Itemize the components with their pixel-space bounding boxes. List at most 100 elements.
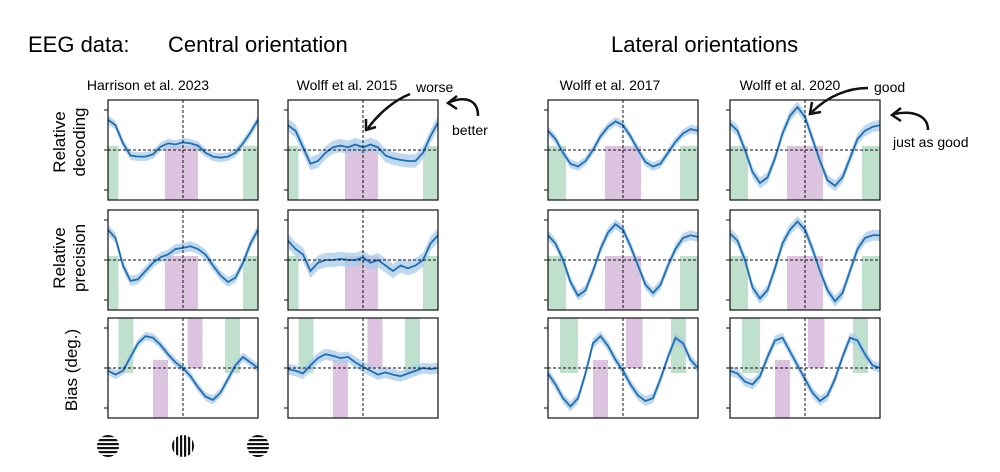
ci-band bbox=[730, 216, 880, 307]
annotation-good: good bbox=[874, 79, 905, 95]
ci-band bbox=[108, 115, 258, 163]
stripe bbox=[247, 443, 269, 446]
stimulus-disc bbox=[247, 435, 269, 457]
stripe bbox=[97, 435, 119, 438]
stimulus-icons bbox=[97, 435, 269, 457]
stripe bbox=[172, 435, 175, 457]
stripe bbox=[247, 455, 269, 457]
ci-band bbox=[548, 219, 698, 301]
row-label-bias: Bias (deg.) bbox=[62, 329, 81, 411]
arrow-good bbox=[811, 86, 869, 113]
green-shade-1 bbox=[862, 256, 880, 310]
stripe bbox=[180, 435, 183, 457]
green-shade-1 bbox=[862, 146, 880, 200]
purple-shade-0 bbox=[345, 146, 378, 200]
stimulus-stripes bbox=[247, 435, 269, 457]
vertical-grating-icon-1 bbox=[172, 435, 194, 457]
green-shade-0 bbox=[742, 318, 760, 373]
panel-title-wolff-2017: Wolff et al. 2017 bbox=[560, 77, 661, 93]
stripe bbox=[192, 435, 194, 457]
stimulus-disc bbox=[172, 435, 194, 457]
stimulus-stripes bbox=[97, 435, 119, 457]
green-shade-1 bbox=[423, 146, 438, 200]
green-shade-0 bbox=[730, 256, 748, 310]
arrow-better bbox=[449, 98, 480, 117]
stripe bbox=[97, 439, 119, 442]
panel-title-harrison-2023: Harrison et al. 2023 bbox=[87, 77, 209, 93]
row-label-precision-line2: precision bbox=[70, 224, 89, 292]
stripe bbox=[247, 447, 269, 450]
arrow-just-as-good-head bbox=[889, 107, 902, 123]
panel-title-wolff-2020: Wolff et al. 2020 bbox=[740, 77, 841, 93]
panel-1-precision bbox=[284, 209, 439, 311]
green-shade-0 bbox=[730, 146, 748, 200]
stripe bbox=[247, 439, 269, 442]
panel-1-bias bbox=[284, 317, 439, 419]
central-orientation-title: Central orientation bbox=[168, 32, 348, 57]
arrow-good-head bbox=[808, 101, 822, 116]
panel-0-bias bbox=[104, 317, 259, 419]
chart-panels bbox=[104, 99, 881, 419]
ci-band bbox=[548, 117, 698, 171]
green-shade-1 bbox=[671, 318, 686, 373]
stripe bbox=[247, 451, 269, 454]
panel-3-bias bbox=[726, 317, 881, 419]
green-shade-0 bbox=[288, 146, 299, 200]
stripe bbox=[97, 447, 119, 450]
purple-shade-0 bbox=[165, 146, 198, 200]
row-label-decoding: Relative decoding bbox=[50, 107, 89, 176]
annotation-better: better bbox=[452, 122, 488, 138]
eeg-data-label: EEG data: bbox=[28, 32, 130, 57]
green-shade-1 bbox=[225, 318, 240, 373]
panel-title-wolff-2015: Wolff et al. 2015 bbox=[297, 77, 398, 93]
panel-3-decoding bbox=[726, 99, 881, 201]
green-shade-1 bbox=[405, 318, 420, 373]
stripe bbox=[188, 435, 191, 457]
purple-shade-1 bbox=[808, 318, 825, 368]
purple-shade-0 bbox=[165, 256, 198, 310]
arrow-better-head bbox=[445, 95, 458, 111]
panel-3-precision bbox=[726, 209, 881, 311]
green-shade-0 bbox=[298, 318, 314, 373]
stripe bbox=[97, 451, 119, 454]
purple-shade-0 bbox=[153, 360, 168, 418]
panel-2-precision bbox=[544, 209, 699, 311]
panel-2-decoding bbox=[544, 99, 699, 201]
panel-2-bias bbox=[544, 317, 699, 419]
horizontal-grating-icon-2 bbox=[247, 435, 269, 457]
purple-shade-0 bbox=[775, 360, 790, 418]
purple-shade-1 bbox=[626, 318, 643, 368]
row-label-decoding-line1: Relative bbox=[50, 111, 69, 172]
row-label-precision: Relative precision bbox=[50, 224, 89, 292]
stimulus-stripes bbox=[172, 435, 194, 457]
green-shade-0 bbox=[288, 256, 299, 310]
ci-band bbox=[288, 115, 438, 171]
purple-shade-1 bbox=[187, 318, 203, 368]
stripe bbox=[247, 435, 269, 438]
panel-0-precision bbox=[104, 209, 259, 311]
green-shade-0 bbox=[548, 146, 566, 200]
annotation-just-as-good: just as good bbox=[892, 134, 969, 150]
green-shade-0 bbox=[548, 256, 566, 310]
panel-1-decoding bbox=[284, 99, 439, 201]
panel-0-decoding bbox=[104, 99, 259, 201]
lateral-orientations-title: Lateral orientations bbox=[611, 32, 798, 57]
green-shade-1 bbox=[423, 256, 438, 310]
green-shade-1 bbox=[680, 146, 698, 200]
arrow-worse bbox=[367, 92, 411, 129]
horizontal-grating-icon-0 bbox=[97, 435, 119, 457]
green-shade-0 bbox=[108, 146, 119, 200]
stripe bbox=[176, 435, 179, 457]
green-shade-1 bbox=[680, 256, 698, 310]
stripe bbox=[184, 435, 187, 457]
annotation-worse: worse bbox=[415, 79, 454, 95]
stripe bbox=[97, 455, 119, 457]
series-line bbox=[729, 220, 880, 303]
series-line bbox=[287, 353, 439, 378]
stripe bbox=[97, 443, 119, 446]
arrow-worse-head bbox=[364, 119, 377, 132]
green-shade-0 bbox=[560, 318, 578, 373]
row-label-decoding-line2: decoding bbox=[70, 107, 89, 176]
row-label-bias-line1: Bias (deg.) bbox=[62, 329, 81, 411]
